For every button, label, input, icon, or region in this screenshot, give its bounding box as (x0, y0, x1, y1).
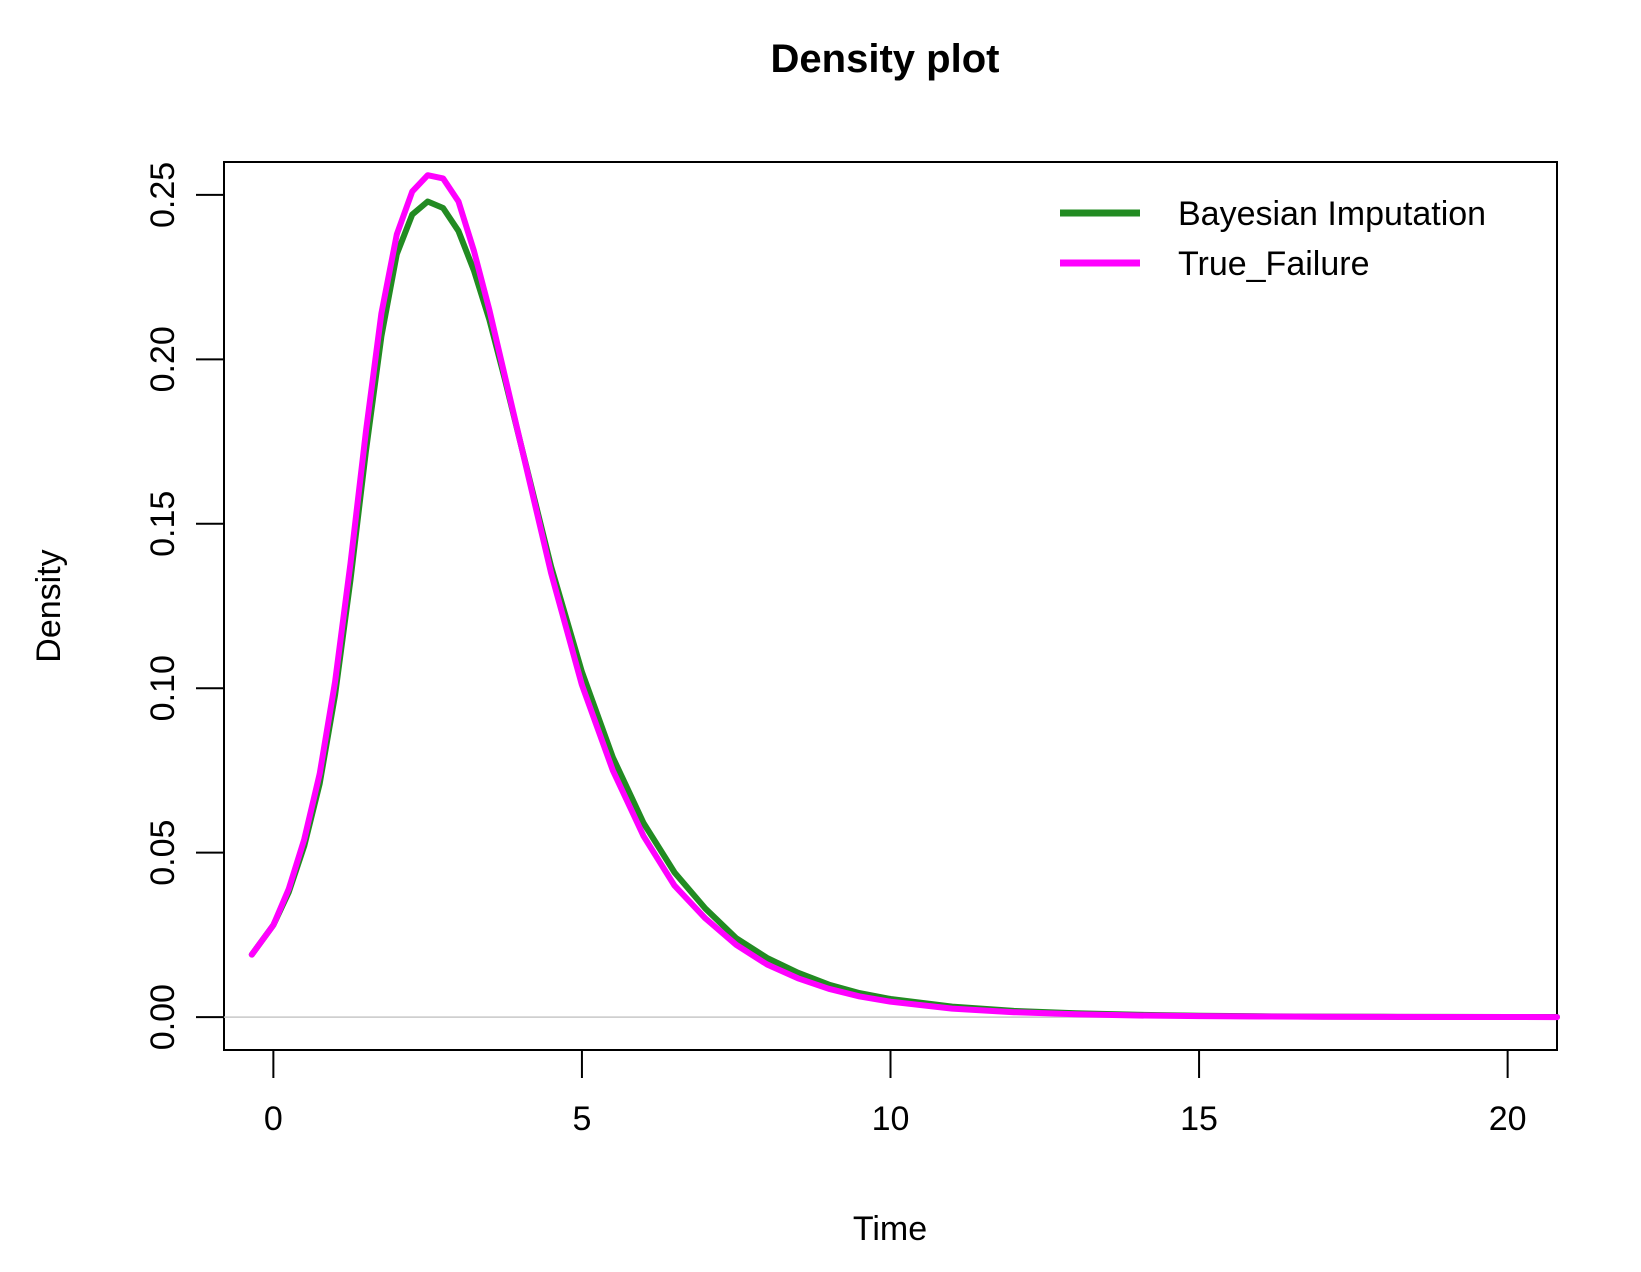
plot-frame (223, 161, 1558, 1051)
y-tick-label: 0.15 (144, 491, 182, 557)
y-axis: 0.00 0.05 0.10 0.15 0.20 0.25 (144, 162, 225, 1050)
y-axis-label: Density (30, 549, 68, 662)
legend: Bayesian Imputation True_Failure (1060, 195, 1486, 283)
x-tick-label: 0 (264, 1100, 283, 1138)
x-axis: 0 5 10 15 20 (264, 1049, 1527, 1138)
x-tick-label: 20 (1489, 1100, 1527, 1138)
series-layer (224, 172, 1560, 1021)
y-tick-label: 0.05 (144, 820, 182, 886)
x-tick-label: 10 (872, 1100, 910, 1138)
plot-area (223, 161, 1558, 1051)
y-tick-label: 0.25 (144, 162, 182, 228)
legend-label: Bayesian Imputation (1178, 195, 1486, 233)
x-tick-label: 5 (572, 1100, 591, 1138)
series-line-true-failure (248, 172, 1560, 1021)
y-tick-label: 0.20 (144, 326, 182, 392)
y-tick-label: 0.00 (144, 984, 182, 1050)
series-line-bayesian-imputation (248, 198, 1560, 1020)
chart-title: Density plot (771, 37, 1000, 81)
x-axis-label: Time (853, 1210, 927, 1248)
x-tick-label: 15 (1180, 1100, 1218, 1138)
legend-label: True_Failure (1178, 245, 1369, 283)
y-tick-label: 0.10 (144, 655, 182, 721)
